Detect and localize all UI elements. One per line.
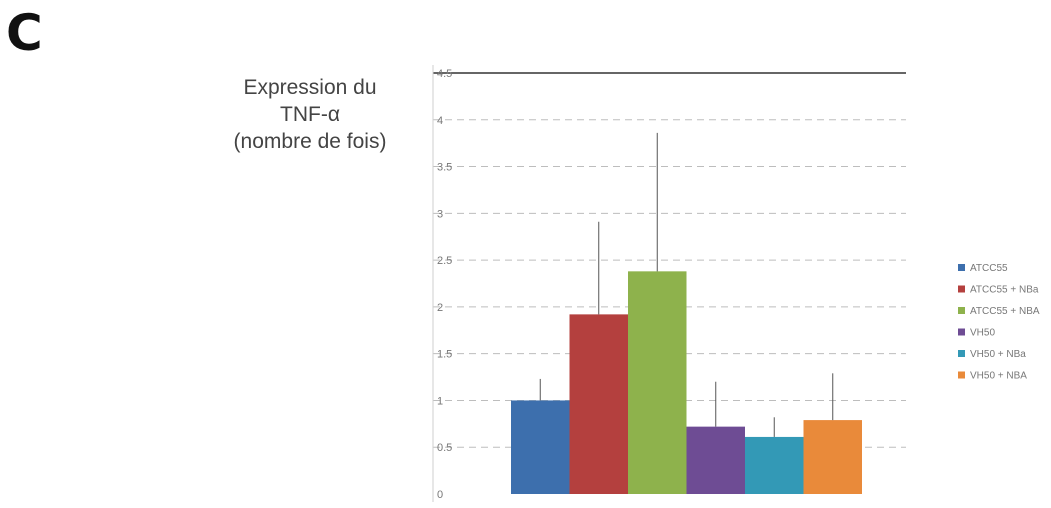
bar: [803, 420, 862, 494]
y-tick-label: 2.5: [437, 255, 452, 267]
y-axis-title: Expression du TNF-α (nombre de fois): [190, 74, 430, 155]
y-tick-label: 4: [437, 115, 443, 127]
legend-swatch: [958, 307, 965, 314]
legend-swatch: [958, 264, 965, 271]
legend-swatch: [958, 371, 965, 379]
legend-label: VH50 + NBa: [970, 349, 1026, 360]
bar: [745, 436, 804, 494]
legend-label: VH50 + NBA: [970, 371, 1027, 382]
y-tick-label: 0: [437, 489, 443, 501]
y-tick-label: 1: [437, 395, 443, 407]
y-tick-label: 3.5: [437, 162, 452, 174]
bar: [569, 314, 628, 494]
legend-label: ATCC55: [970, 263, 1008, 274]
legend-swatch: [958, 350, 965, 357]
bar: [628, 271, 687, 494]
y-axis-title-line-1: Expression du: [243, 76, 377, 99]
y-axis-title-line-2: TNF-α: [280, 103, 340, 126]
legend-label: ATCC55 + NBA: [970, 306, 1040, 317]
bar: [686, 426, 745, 494]
y-axis-title-line-3: (nombre de fois): [233, 130, 387, 153]
legend-swatch: [958, 328, 965, 336]
bar: [511, 400, 570, 494]
error-bars: [539, 132, 834, 437]
y-tick-label: 1.5: [437, 349, 452, 361]
y-tick-label: 0.5: [437, 442, 452, 454]
y-tick-label: 4.5: [437, 68, 452, 80]
legend-swatch: [958, 285, 965, 293]
legend: ATCC55 ATCC55 + NBa ATCC55 + NBA VH50 VH50 +…: [958, 263, 1040, 382]
bars: [511, 271, 862, 494]
y-tick-label: 2: [437, 302, 443, 314]
y-axis: 0 0.5 1 1.5 2 2.5 3 3.5 4 4.5: [432, 65, 452, 502]
legend-label: VH50: [970, 328, 995, 339]
y-tick-label: 3: [437, 208, 443, 220]
panel-label: C: [6, 4, 43, 62]
legend-label: ATCC55 + NBa: [970, 285, 1039, 296]
